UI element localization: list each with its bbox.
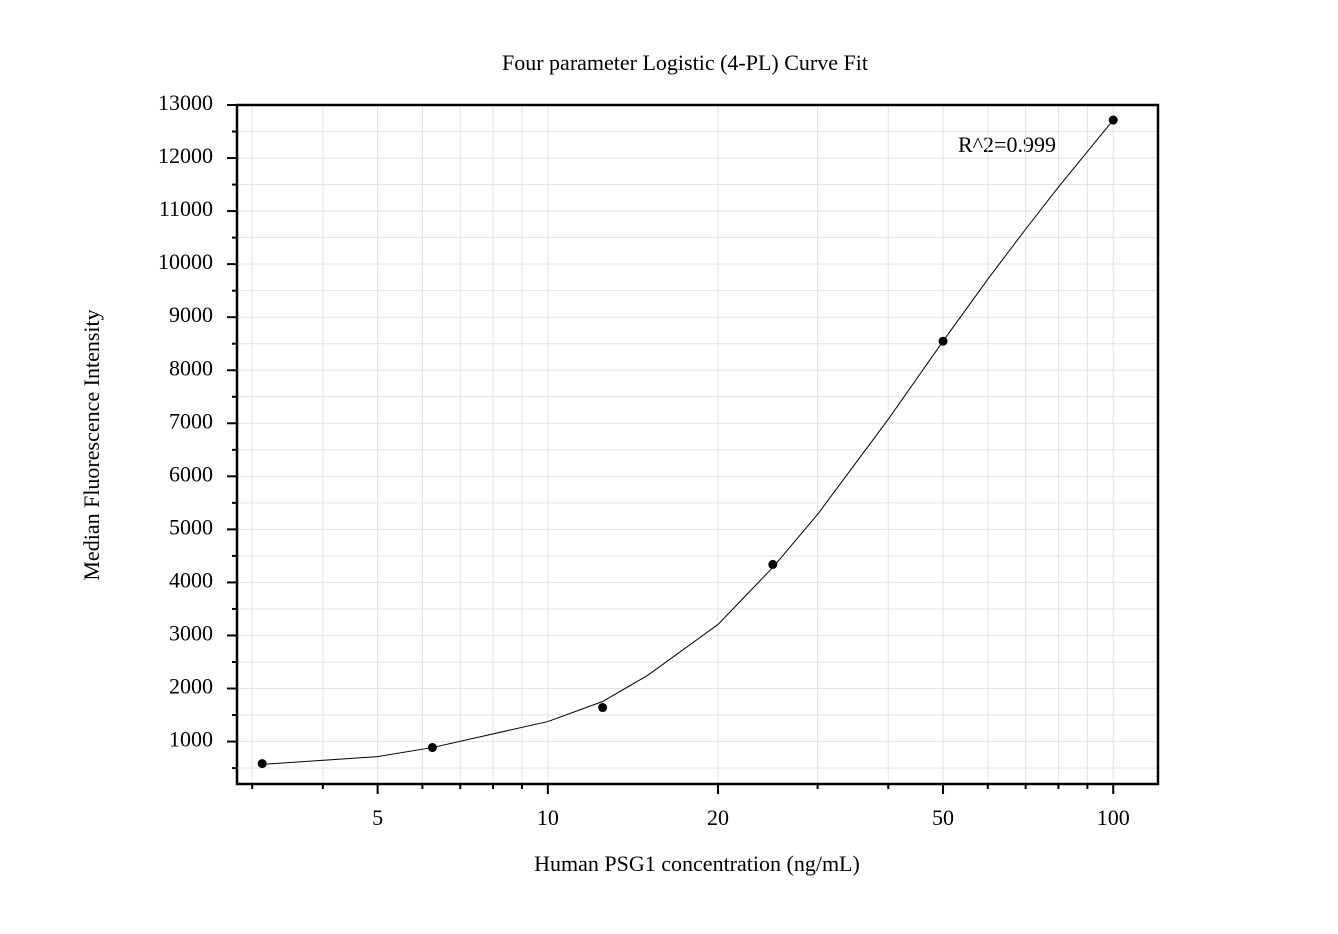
- x-tick-label: 100: [1097, 805, 1130, 830]
- y-tick-label: 8000: [169, 355, 213, 380]
- y-tick-label: 11000: [159, 196, 213, 221]
- y-tick-label: 4000: [169, 567, 213, 592]
- y-axis-label: Median Fluorescence Intensity: [79, 309, 104, 580]
- x-tick-label: 50: [932, 805, 954, 830]
- data-point: [257, 759, 267, 769]
- y-tick-label: 10000: [158, 249, 213, 274]
- x-tick-label: 5: [372, 805, 383, 830]
- plot-frame: [235, 103, 1160, 786]
- x-axis-label: Human PSG1 concentration (ng/mL): [534, 851, 860, 876]
- y-tick-label: 6000: [169, 461, 213, 486]
- x-tick-label: 20: [707, 805, 729, 830]
- chart-title: Four parameter Logistic (4-PL) Curve Fit: [502, 50, 868, 75]
- annotation: R^2=0.999: [958, 132, 1056, 157]
- y-tick-label: 2000: [169, 674, 213, 699]
- y-tick-label: 9000: [169, 302, 213, 327]
- y-tick-label: 5000: [169, 514, 213, 539]
- fit-curve: [262, 119, 1114, 765]
- y-tick-label: 13000: [158, 90, 213, 115]
- y-tick-label: 7000: [169, 408, 213, 433]
- data-point: [598, 703, 608, 713]
- x-tick-label: 10: [537, 805, 559, 830]
- y-tick-label: 12000: [158, 143, 213, 168]
- y-tick-label: 3000: [169, 621, 213, 646]
- y-tick-label: 1000: [169, 727, 213, 752]
- data-point: [768, 559, 778, 569]
